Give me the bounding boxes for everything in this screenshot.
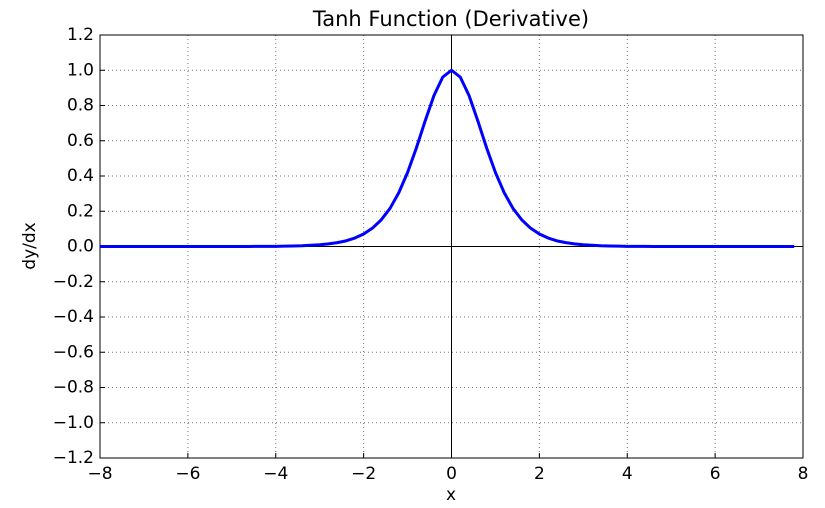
x-tick-label: −2 [351, 464, 376, 484]
y-tick-label: −0.4 [53, 307, 94, 327]
y-tick-label: −1.0 [53, 413, 94, 433]
y-tick-label: −1.2 [53, 448, 94, 468]
x-tick-label: 8 [798, 464, 809, 484]
y-tick-label: 0.6 [67, 131, 94, 151]
y-tick-label: 0.4 [67, 166, 94, 186]
y-tick-label: −0.6 [53, 342, 94, 362]
x-tick-label: 6 [710, 464, 721, 484]
y-tick-label: −0.2 [53, 272, 94, 292]
x-tick-label: 2 [534, 464, 545, 484]
y-axis-label: dy/dx [20, 222, 40, 269]
x-tick-label: −8 [87, 464, 112, 484]
x-tick-label: −6 [175, 464, 200, 484]
x-tick-label: 0 [446, 464, 457, 484]
y-tick-label: 1.0 [67, 60, 94, 80]
y-tick-label: 0.2 [67, 201, 94, 221]
chart-title: Tanh Function (Derivative) [312, 7, 589, 31]
y-tick-label: −0.8 [53, 378, 94, 398]
line-series [100, 68, 795, 248]
y-tick-label: 0.0 [67, 237, 94, 257]
x-tick-label: −4 [263, 464, 288, 484]
x-axis-label: x [446, 485, 456, 505]
x-tick-label: 4 [622, 464, 633, 484]
y-tick-label: 1.2 [67, 25, 94, 45]
y-tick-label: 0.8 [67, 96, 94, 116]
